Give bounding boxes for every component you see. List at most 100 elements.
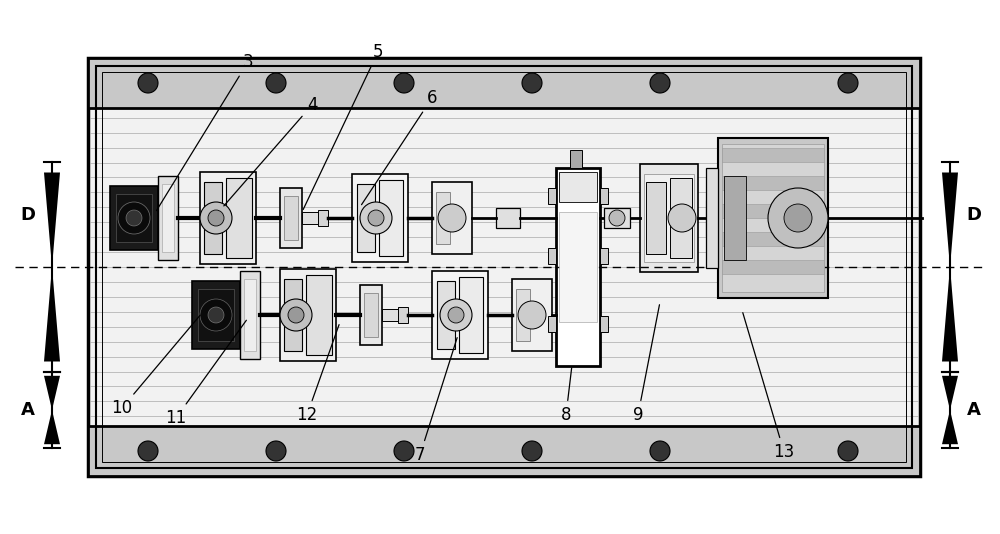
Circle shape [200,299,232,331]
Circle shape [394,73,414,93]
Polygon shape [44,376,60,410]
Bar [600,316,608,332]
Bar [200,172,256,264]
Circle shape [668,204,696,232]
Bar [352,174,408,262]
Bar [548,248,556,264]
Bar [556,168,600,366]
Bar [88,426,920,476]
Circle shape [522,441,542,461]
Text: 7: 7 [415,337,457,464]
Bar [280,188,302,248]
Text: 5: 5 [303,43,383,209]
Circle shape [838,73,858,93]
Text: 11: 11 [165,320,246,427]
Circle shape [208,307,224,323]
Text: 4: 4 [224,96,317,206]
Circle shape [360,202,392,234]
Text: A: A [21,401,35,419]
Circle shape [438,204,466,232]
Bar [318,210,328,226]
Bar [548,188,556,204]
Circle shape [118,202,150,234]
Circle shape [126,210,142,226]
Bar [360,285,382,345]
Polygon shape [44,267,60,362]
Bar [364,293,378,337]
Bar [496,208,520,228]
Bar [724,176,746,260]
Bar [88,58,920,108]
Bar [722,144,824,292]
Circle shape [266,73,286,93]
Circle shape [784,204,812,232]
Circle shape [609,210,625,226]
Bar [110,186,158,250]
Bar [158,176,178,260]
Bar [670,178,692,258]
Circle shape [440,299,472,331]
Bar [398,307,408,323]
Text: D: D [966,206,982,224]
Bar [512,279,552,351]
Text: 12: 12 [296,325,339,424]
Bar [379,180,403,256]
Circle shape [288,307,304,323]
Text: 10: 10 [111,315,200,417]
Bar [198,289,234,341]
Polygon shape [44,172,60,267]
Polygon shape [942,410,958,444]
Bar [162,184,174,252]
Bar [722,204,824,218]
Bar [192,281,240,349]
Circle shape [138,73,158,93]
Bar [548,316,556,332]
Circle shape [838,441,858,461]
Circle shape [394,441,414,461]
Bar [436,192,450,244]
Bar [559,172,597,202]
Bar [718,138,828,298]
Polygon shape [942,172,958,267]
Circle shape [266,441,286,461]
Bar [600,188,608,204]
Bar [640,164,698,272]
Bar [722,260,824,274]
Bar [722,148,824,162]
Circle shape [768,188,828,248]
Bar [226,178,252,258]
Bar [382,309,398,321]
Bar [570,150,582,168]
Text: A: A [967,401,981,419]
Bar [600,248,608,264]
Bar [284,279,302,351]
Polygon shape [942,267,958,362]
Circle shape [518,301,546,329]
Bar [432,182,472,254]
Bar [284,196,298,240]
Polygon shape [44,410,60,444]
Polygon shape [942,376,958,410]
Circle shape [650,441,670,461]
Text: 8: 8 [561,368,572,424]
Bar [204,182,222,254]
Bar [116,194,152,242]
Bar [244,279,256,351]
Text: 6: 6 [362,89,437,205]
Bar [357,184,375,252]
Bar [96,66,912,468]
Circle shape [138,441,158,461]
Bar [240,271,260,359]
Bar [706,168,718,268]
Bar [646,182,666,254]
Bar [432,271,488,359]
Bar [306,275,332,355]
Bar [459,277,483,353]
Bar [722,232,824,246]
Bar [302,212,318,224]
Text: 13: 13 [743,313,795,461]
Text: D: D [20,206,36,224]
Circle shape [650,73,670,93]
Bar [644,174,694,262]
Bar [604,208,630,228]
